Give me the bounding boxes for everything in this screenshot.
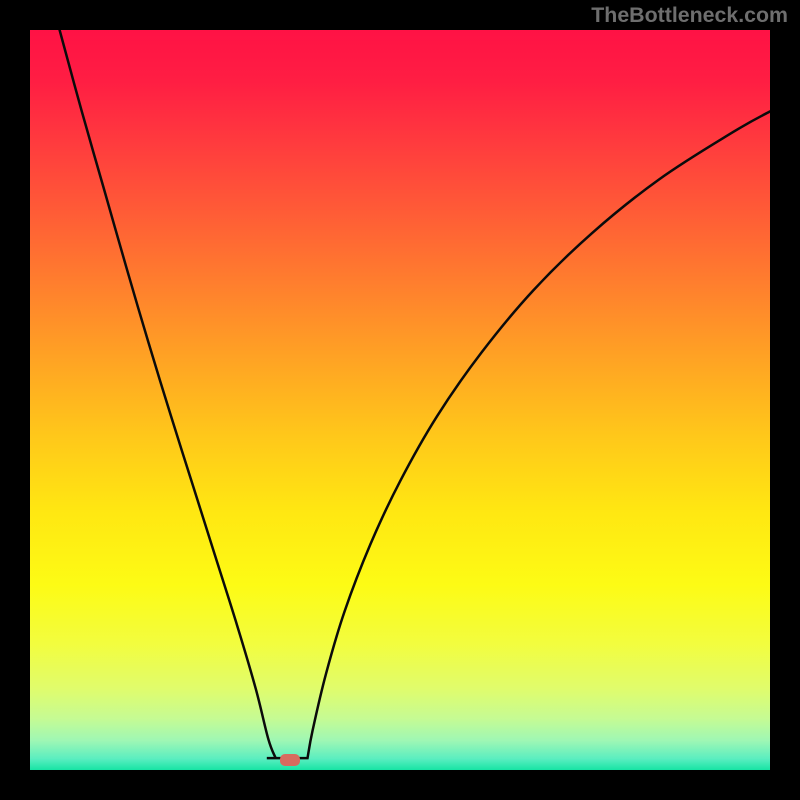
optimum-marker: [280, 754, 300, 766]
border-bottom: [0, 770, 800, 800]
bottleneck-curve: [30, 30, 770, 770]
border-right: [770, 0, 800, 800]
border-left: [0, 0, 30, 800]
plot-area: [30, 30, 770, 770]
watermark-text: TheBottleneck.com: [591, 3, 788, 28]
chart-frame: TheBottleneck.com: [0, 0, 800, 800]
